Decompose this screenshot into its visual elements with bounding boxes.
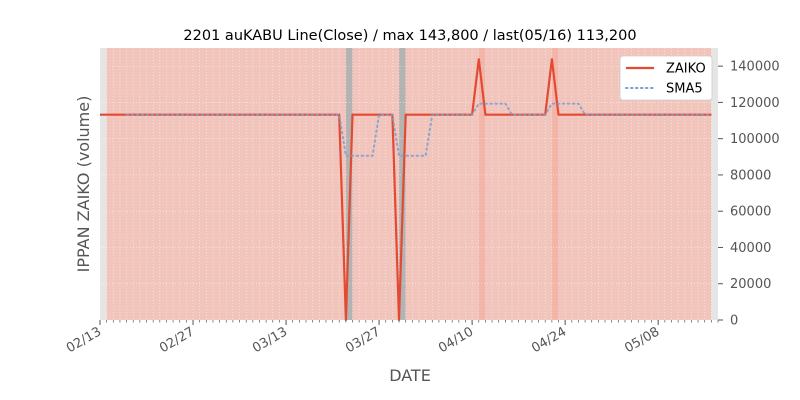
x-tick-label: 03/27	[343, 324, 383, 356]
legend-label-sma5: SMA5	[666, 82, 703, 97]
y-tick-label: 0	[730, 314, 738, 329]
chart-title: 2201 auKABU Line(Close) / max 143,800 / …	[183, 28, 636, 44]
series-line-sma5	[125, 102, 713, 157]
y-tick-label: 80000	[730, 168, 771, 183]
x-tick-label: 04/10	[436, 324, 476, 356]
shaded-band-4	[551, 48, 559, 320]
x-tick-label: 05/08	[622, 324, 662, 356]
shaded-band-3	[478, 48, 486, 320]
x-axis-label: DATE	[389, 366, 431, 385]
y-tick-label: 100000	[730, 132, 780, 147]
y-tick-label: 120000	[730, 96, 780, 111]
shaded-band-0	[106, 48, 712, 320]
y-tick-label: 20000	[730, 277, 771, 292]
y-tick-label: 60000	[730, 205, 771, 220]
x-tick-label: 03/13	[250, 324, 290, 356]
y-tick-label: 140000	[730, 60, 780, 75]
x-tick-label: 02/27	[157, 324, 197, 356]
x-tick-label: 02/13	[64, 324, 104, 356]
y-axis-label: IPPAN ZAIKO (volume)	[74, 96, 93, 273]
x-tick-label: 04/24	[529, 324, 569, 356]
legend-label-zaiko: ZAIKO	[666, 62, 706, 77]
y-tick-label: 40000	[730, 241, 771, 256]
